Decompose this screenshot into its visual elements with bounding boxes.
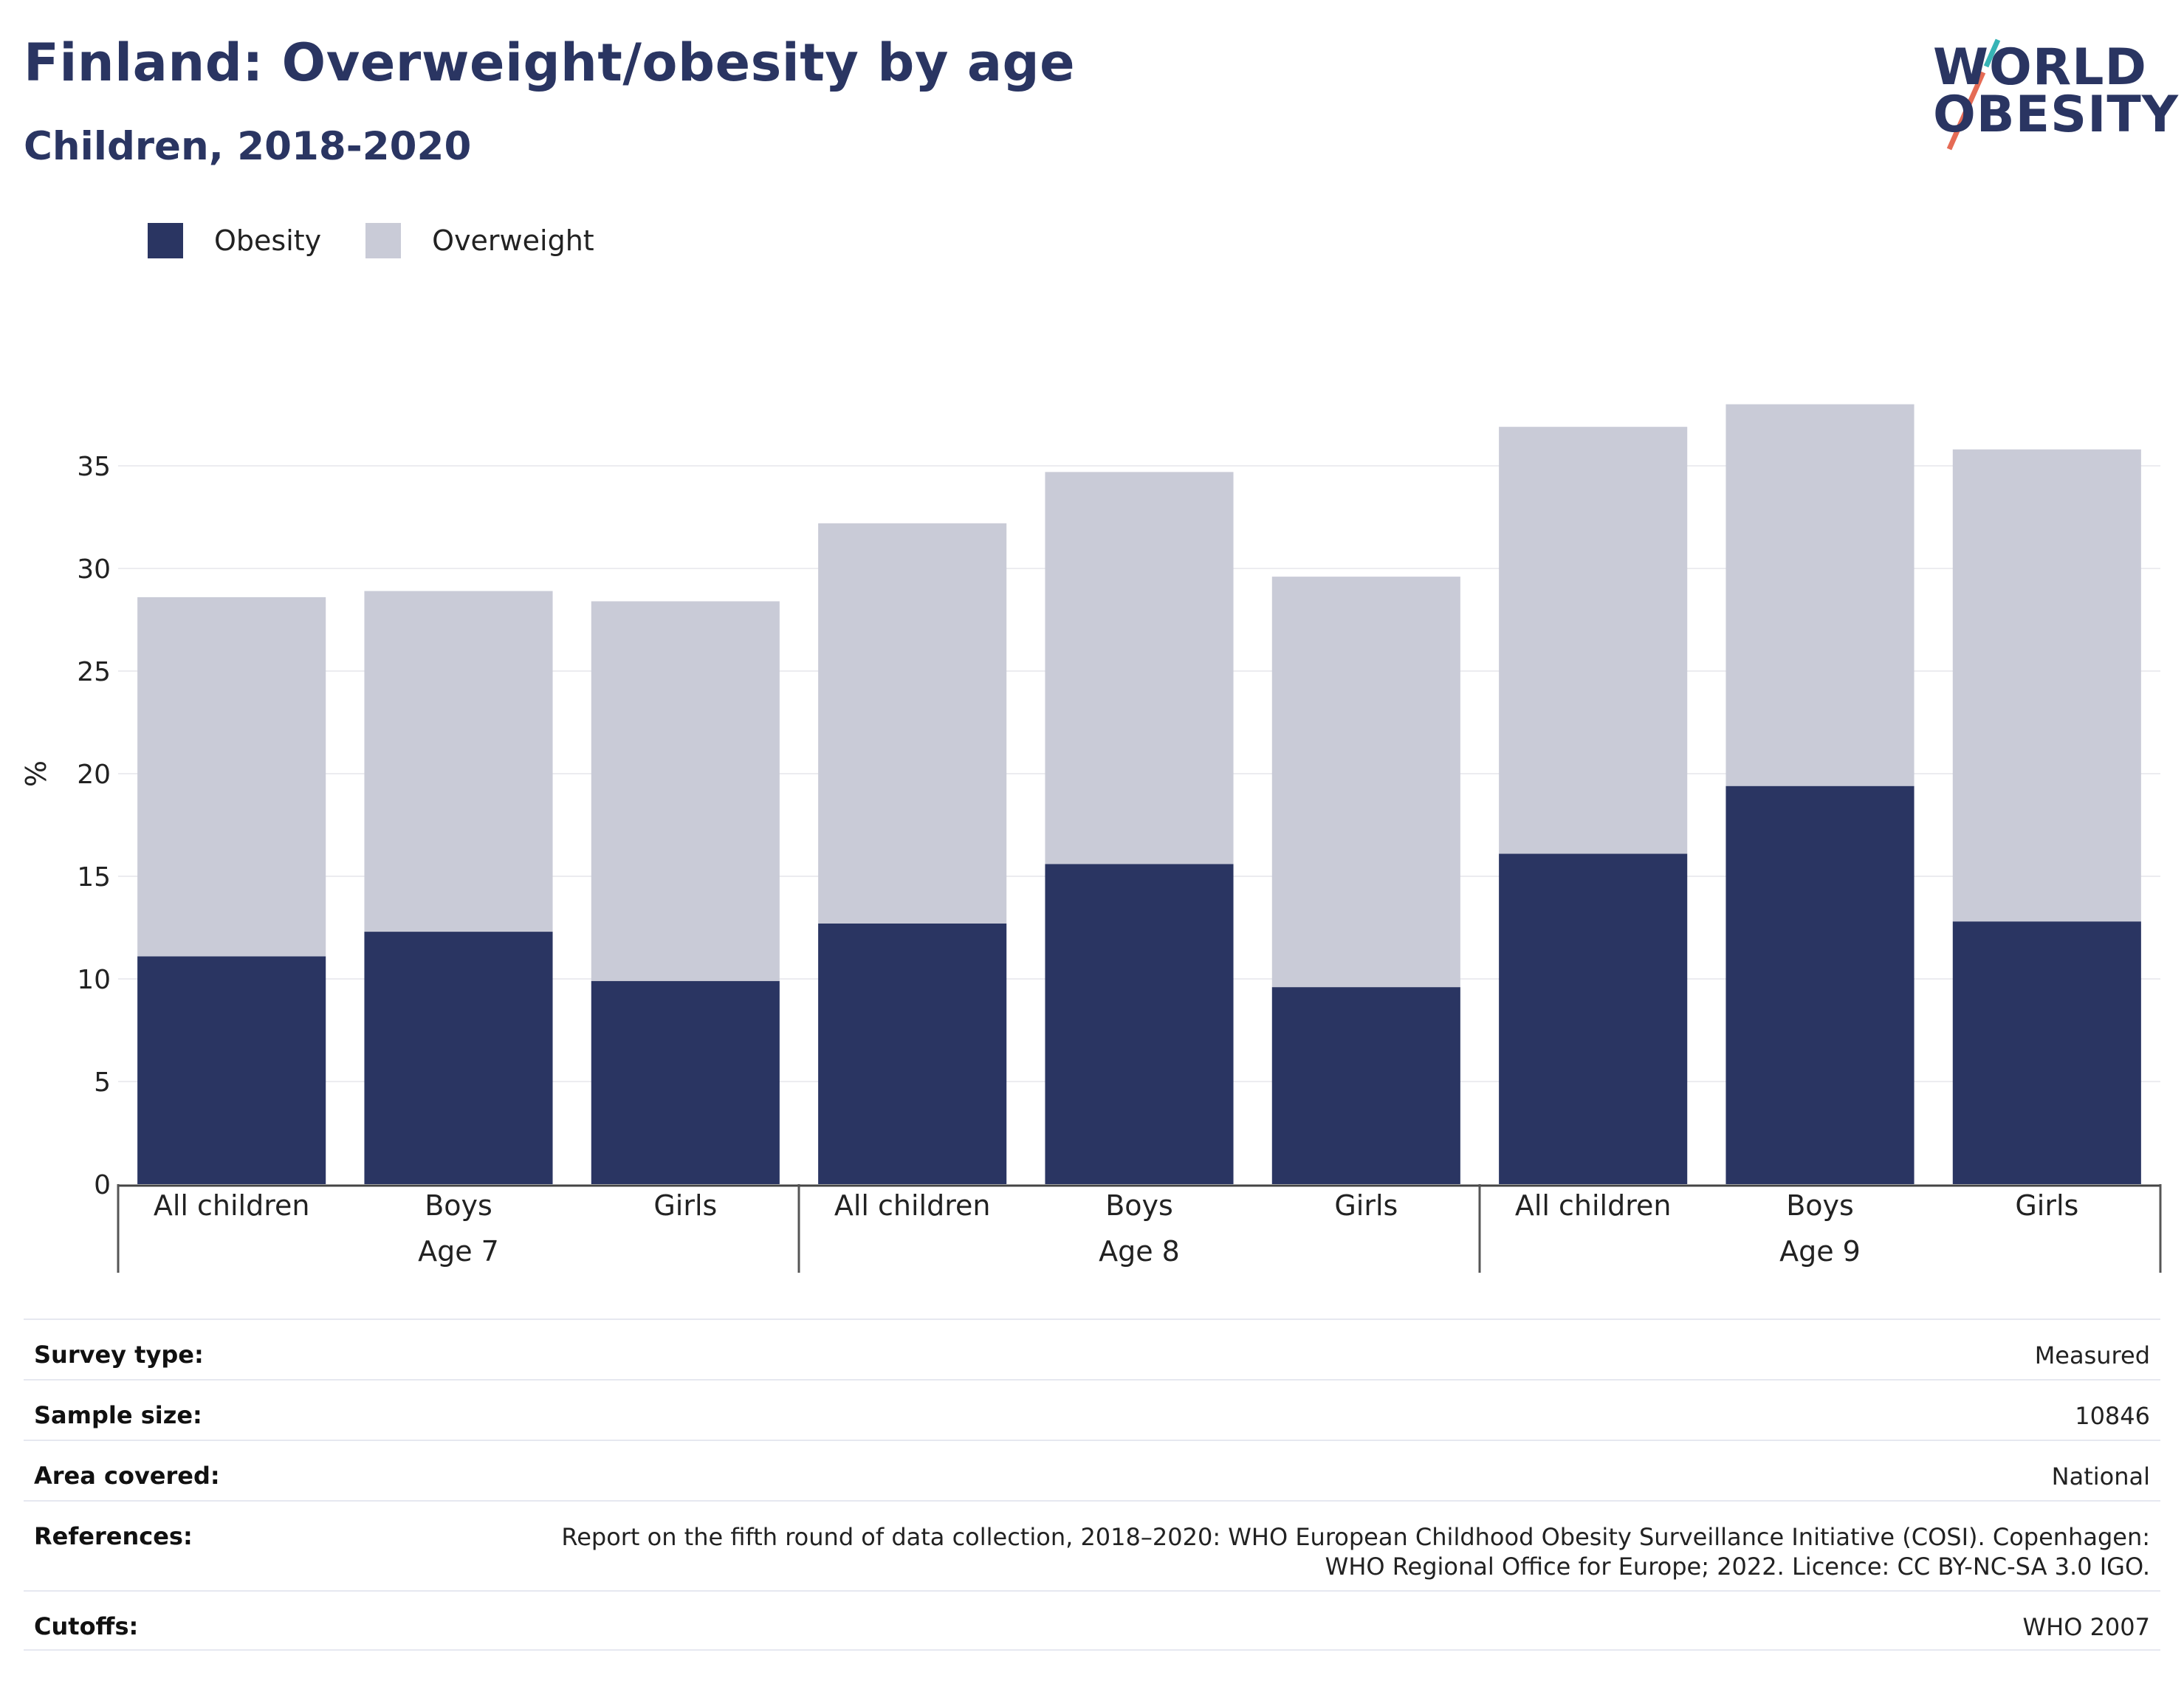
info-label: Sample size: xyxy=(34,1401,202,1429)
bar-obesity-7 xyxy=(1725,785,1915,1184)
x-tick-label: All children xyxy=(834,1189,991,1222)
chart-title: Finland: Overweight/obesity by age xyxy=(24,32,1076,93)
survey-info-table: Survey type: Measured Sample size: 10846 Are… xyxy=(24,1318,2160,1651)
y-tick-label: 10 xyxy=(77,965,111,995)
chart-subtitle: Children, 2018-2020 xyxy=(24,124,472,169)
bar-overweight-8 xyxy=(1952,449,2141,922)
x-tick-label: Boys xyxy=(1105,1189,1173,1222)
legend-swatch-overweight xyxy=(365,223,402,258)
info-row: Area covered: National xyxy=(24,1440,2160,1500)
x-tick-label: Boys xyxy=(425,1189,492,1222)
info-label: References: xyxy=(34,1522,193,1550)
info-row: Cutoffs: WHO 2007 xyxy=(24,1590,2160,1651)
x-tick-label: Girls xyxy=(1334,1189,1398,1222)
bar-obesity-4 xyxy=(1045,864,1234,1184)
logo-slash-icon xyxy=(1946,38,2001,151)
bar-overweight-7 xyxy=(1725,404,1915,786)
bar-obesity-1 xyxy=(364,932,553,1184)
x-group-label: Age 9 xyxy=(1779,1235,1861,1268)
info-row: References: Report on the fifth round of … xyxy=(24,1500,2160,1590)
bar-obesity-6 xyxy=(1499,853,1688,1184)
logo-word-1: WORLD xyxy=(1933,38,2147,97)
bar-obesity-0 xyxy=(137,956,326,1184)
legend-label-obesity: Obesity xyxy=(214,224,322,257)
bar-overweight-2 xyxy=(591,601,780,981)
bar-obesity-8 xyxy=(1952,921,2141,1184)
bar-overweight-1 xyxy=(364,591,553,932)
legend-label-overweight: Overweight xyxy=(432,224,594,257)
y-tick-label: 20 xyxy=(77,760,111,790)
legend-item-overweight[interactable]: Overweight xyxy=(365,223,594,258)
info-value-line: WHO 2007 xyxy=(2022,1613,2151,1641)
bar-overweight-6 xyxy=(1499,427,1688,854)
world-obesity-logo: WORLD OBESITY xyxy=(1920,38,2178,157)
logo-word-2: OBESITY xyxy=(1933,86,2179,144)
info-value-line: Report on the fifth round of data collec… xyxy=(561,1523,2150,1551)
y-tick-label: 25 xyxy=(77,657,111,687)
x-tick-label: Girls xyxy=(2015,1189,2078,1222)
y-tick-label: 15 xyxy=(77,862,111,893)
y-axis-label: % xyxy=(20,760,52,787)
bar-obesity-2 xyxy=(591,980,780,1184)
bar-overweight-3 xyxy=(818,523,1007,924)
x-tick-label: Girls xyxy=(653,1189,717,1222)
info-value: WHO 2007 xyxy=(2023,1612,2151,1642)
info-value-line: National xyxy=(2051,1462,2150,1491)
y-tick-label: 35 xyxy=(77,452,111,482)
x-tick-label: Boys xyxy=(1786,1189,1854,1222)
info-value: National xyxy=(2052,1462,2150,1491)
bar-chart: 0 5 10 15 20 25 30 35% All children Boys Girls All … xyxy=(20,404,2162,1273)
info-label: Cutoffs: xyxy=(34,1612,139,1640)
info-label: Area covered: xyxy=(34,1462,220,1490)
info-row: Survey type: Measured xyxy=(24,1318,2160,1379)
info-value: Report on the fifth round of data collec… xyxy=(561,1522,2150,1581)
bar-overweight-0 xyxy=(137,596,326,957)
legend-item-obesity[interactable]: Obesity xyxy=(148,223,321,258)
y-tick-label: 30 xyxy=(77,554,111,585)
x-tick-label: All children xyxy=(154,1189,310,1222)
info-value-line: WHO Regional Office for Europe; 2022. Li… xyxy=(1325,1553,2150,1581)
x-group-label: Age 7 xyxy=(418,1235,499,1268)
info-label: Survey type: xyxy=(34,1341,204,1369)
chart-legend: Obesity Overweight xyxy=(148,223,639,258)
bar-obesity-5 xyxy=(1271,987,1460,1184)
legend-swatch-obesity xyxy=(148,223,183,258)
bar-obesity-3 xyxy=(818,923,1007,1184)
info-value-line: Measured xyxy=(2034,1341,2150,1369)
info-value-line: 10846 xyxy=(2075,1402,2150,1430)
bar-overweight-5 xyxy=(1271,577,1460,988)
bar-overweight-4 xyxy=(1045,472,1234,864)
x-group-label: Age 8 xyxy=(1099,1235,1180,1268)
x-tick-label: All children xyxy=(1515,1189,1672,1222)
info-row: Sample size: 10846 xyxy=(24,1379,2160,1440)
info-value: 10846 xyxy=(2075,1401,2150,1431)
y-tick-label: 5 xyxy=(94,1067,111,1098)
y-tick-label: 0 xyxy=(94,1170,111,1200)
info-value: Measured xyxy=(2035,1341,2150,1370)
